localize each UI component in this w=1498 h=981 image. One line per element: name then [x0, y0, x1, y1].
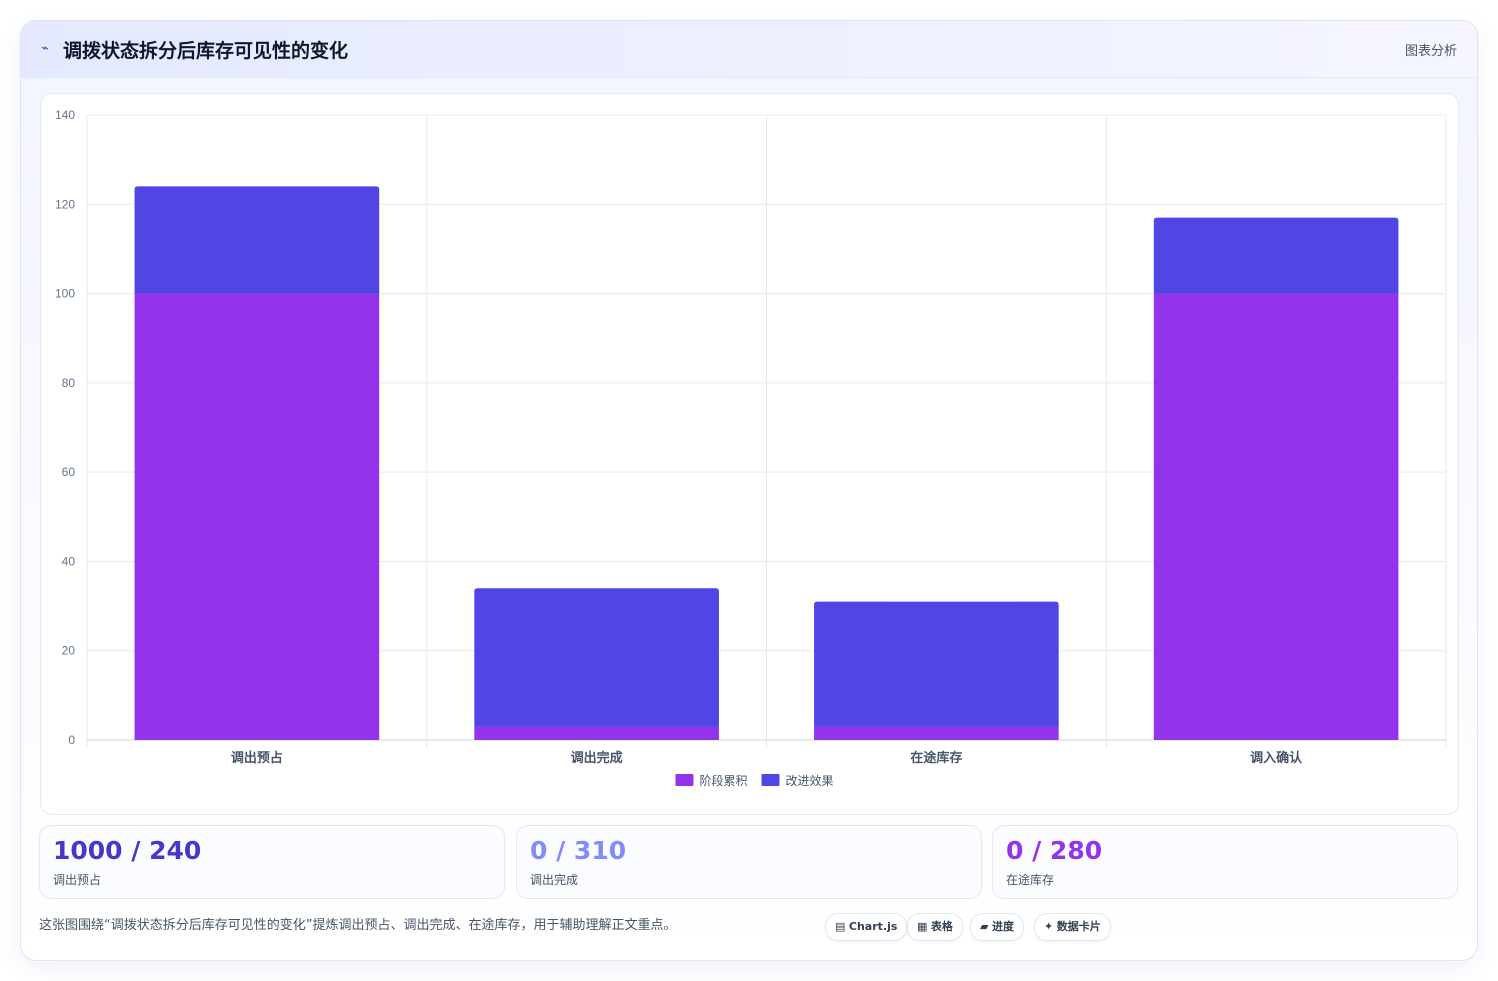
y-tick-label: 60 [62, 465, 76, 479]
chip-table[interactable]: ▦ 表格 [907, 913, 963, 941]
table-icon: ▦ [917, 920, 928, 933]
stat-value: 0 / 280 [1006, 836, 1103, 865]
y-tick-label: 140 [55, 108, 75, 122]
card-header: ⌁ 调拨状态拆分后库存可见性的变化 图表分析 [21, 21, 1477, 78]
y-tick-label: 20 [62, 644, 76, 658]
bar-segment [474, 726, 719, 740]
bar-segment [134, 293, 380, 740]
chip-progress[interactable]: ▰ 进度 [970, 913, 1024, 941]
x-tick-label: 在途库存 [910, 750, 962, 766]
y-tick-label: 80 [62, 376, 76, 390]
x-tick-label: 调入确认 [1250, 750, 1303, 766]
stat-label: 调出预占 [53, 873, 102, 887]
x-tick-label: 调出预占 [231, 750, 283, 766]
y-tick-label: 0 [68, 733, 75, 747]
page-title: 调拨状态拆分后库存可见性的变化 [63, 40, 349, 62]
bar-segment [1153, 293, 1399, 740]
bar-segment [1153, 217, 1399, 294]
legend-label: 阶段累积 [700, 773, 748, 788]
chip-data-cards[interactable]: ✦ 数据卡片 [1034, 913, 1111, 941]
stat-label: 在途库存 [1006, 873, 1055, 887]
stat-card-1: 1000 / 240 调出预占 [39, 825, 505, 899]
legend-swatch [675, 774, 694, 786]
legend-label: 改进效果 [786, 773, 834, 788]
bar-segment [134, 186, 380, 294]
progress-icon: ▰ [980, 920, 989, 933]
bar-segment [474, 588, 719, 727]
chip-label: Chart.js [848, 920, 898, 933]
stat-label: 调出完成 [530, 873, 579, 887]
chip-label: 进度 [991, 920, 1014, 933]
chip-chartjs[interactable]: ▤ Chart.js [825, 913, 908, 941]
sparkle-icon: ✦ [1044, 920, 1054, 933]
y-tick-label: 120 [55, 197, 75, 211]
chip-label: 表格 [930, 920, 953, 933]
y-tick-label: 40 [62, 554, 76, 568]
legend-swatch [761, 774, 780, 786]
stat-card-2: 0 / 310 调出完成 [516, 825, 982, 899]
chart-icon: ▤ [835, 920, 846, 933]
chart-caption: 这张图围绕“调拨状态拆分后库存可见性的变化”提炼调出预占、调出完成、在途库存，用… [39, 918, 677, 933]
chart-analysis-link[interactable]: 图表分析 [1404, 44, 1457, 59]
bar-segment [814, 601, 1059, 727]
x-tick-label: 调出完成 [571, 750, 623, 766]
stat-card-3: 0 / 280 在途库存 [992, 825, 1458, 899]
chip-label: 数据卡片 [1056, 920, 1101, 933]
trend-icon: ⌁ [41, 41, 49, 56]
stat-value: 1000 / 240 [53, 836, 202, 865]
y-tick-label: 100 [55, 287, 75, 301]
stat-value: 0 / 310 [530, 836, 627, 865]
bar-segment [814, 726, 1059, 740]
